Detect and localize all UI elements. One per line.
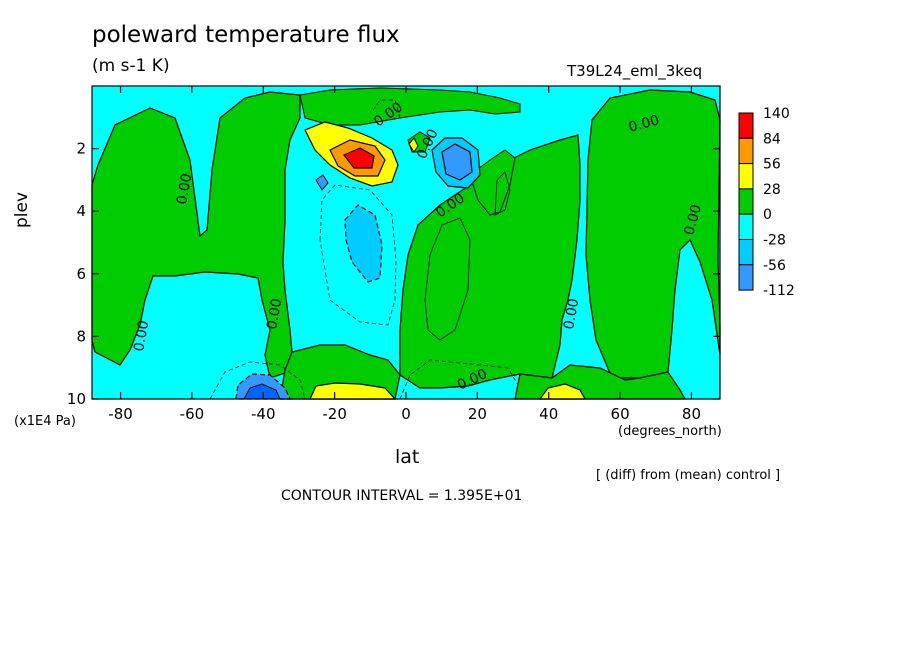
colorbar-label: 140: [763, 106, 790, 122]
band-green-north-midlat: [469, 149, 516, 216]
contour-label: 0.00: [264, 297, 285, 330]
contour-label: 0.00: [681, 203, 705, 237]
band-green-west: [91, 91, 301, 379]
contour-line-d: [494, 171, 511, 216]
colorbar-label: -56: [763, 258, 786, 274]
colorbar-swatch: [738, 264, 754, 291]
colorbar-swatch: [738, 112, 754, 139]
y-tick-label: 8: [76, 327, 86, 345]
contour-line-e: [371, 99, 401, 119]
contour-line-b: [319, 184, 397, 326]
colorbar-label: 84: [763, 131, 781, 147]
contour-label: 0.00: [561, 297, 582, 330]
colorbar-label: -28: [763, 233, 786, 249]
x-tick-label: 40: [539, 405, 558, 423]
band-green-north-tongue: [399, 134, 581, 389]
band-yellow-small: [408, 137, 419, 153]
band-blue-midlevel-min: [344, 204, 383, 283]
diff-note: [ (diff) from (mean) control ]: [596, 468, 781, 483]
contour-line-a: [424, 217, 471, 341]
colorbar-swatch: [738, 137, 754, 165]
band-blue-small: [315, 174, 329, 191]
colorbar-swatch: [738, 163, 754, 190]
colorbar-swatch: [738, 239, 754, 266]
y-tick-label: 2: [76, 140, 86, 158]
x-tick-label: -60: [180, 405, 205, 423]
y-axis-unit: (x1E4 Pa): [14, 414, 76, 429]
run-label: T39L24_eml_3keq: [567, 62, 703, 80]
x-tick-label: 80: [682, 405, 701, 423]
y-tick-label: 6: [76, 265, 86, 283]
x-tick-label: 0: [401, 405, 411, 423]
x-tick-label: -40: [251, 405, 276, 423]
x-axis-unit: (degrees_north): [618, 424, 722, 439]
band-red-upper-max: [343, 147, 375, 169]
y-tick-label: 10: [67, 390, 86, 408]
contour-line-f: [209, 361, 306, 400]
colorbar: 140 84 56 28 0 -28 -56 -112: [738, 106, 795, 299]
x-tick-label: 20: [468, 405, 487, 423]
colorbar-label: 0: [763, 207, 772, 223]
y-tick-label: 4: [76, 202, 86, 220]
contour-label: 0.00: [131, 319, 152, 352]
colorbar-label: 28: [763, 182, 781, 198]
contour-line-c: [399, 359, 519, 400]
contour-interval: CONTOUR INTERVAL = 1.395E+01: [281, 488, 523, 504]
band-green-top-strip: [299, 87, 521, 126]
contour-label: 0.00: [627, 112, 661, 136]
plot-area: 0.00 0.00 0.00 0.00 0.00 0.00 0.00 0.00 …: [91, 85, 721, 400]
colorbar-swatch: [738, 213, 754, 240]
chart-units: (m s-1 K): [92, 56, 170, 76]
contour-label: 0.00: [174, 172, 195, 205]
colorbar-label: 56: [763, 157, 781, 173]
colorbar-label: -112: [763, 283, 795, 299]
x-tick-label: 60: [611, 405, 630, 423]
colorbar-swatch: [738, 188, 754, 215]
x-tick-label: -80: [108, 405, 133, 423]
axes: -80 -60 -40 -20 0 20 40 60 80 2 4 6 8 10: [67, 86, 720, 423]
band-darkblue-north-upper-min: [441, 143, 473, 181]
chart-title: poleward temperature flux: [92, 22, 400, 48]
band-green-east: [585, 89, 721, 379]
x-tick-label: -20: [322, 405, 347, 423]
x-axis-label: lat: [395, 446, 420, 468]
